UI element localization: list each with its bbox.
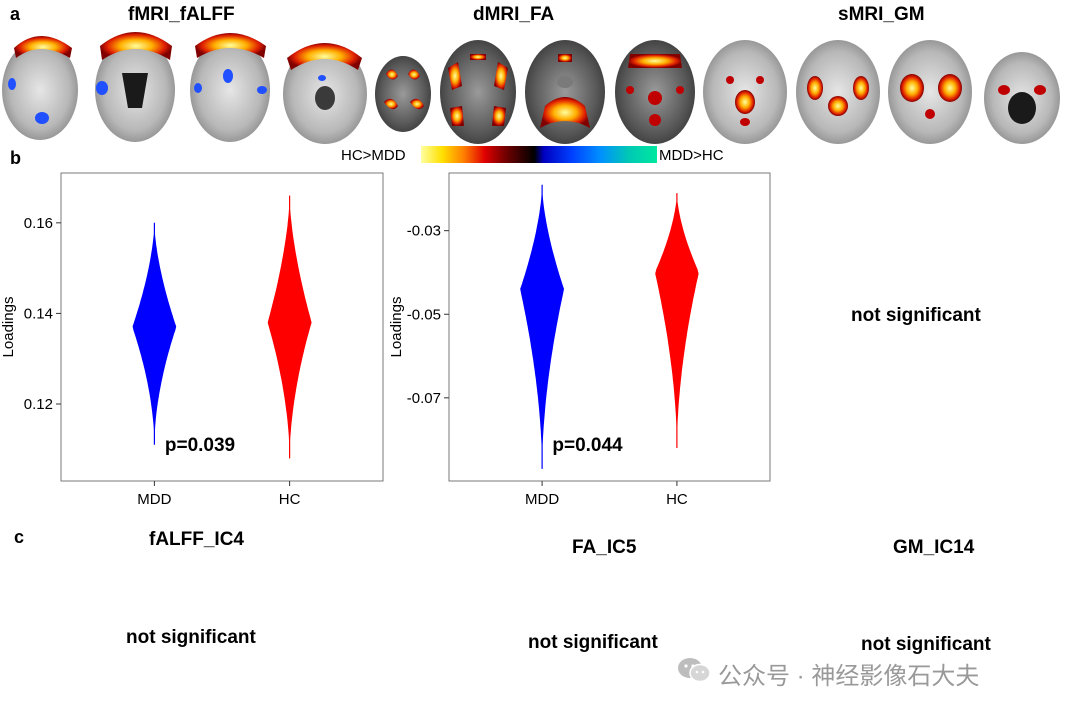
component-title-gm-ic14: GM_IC14	[893, 537, 975, 558]
smri-slice-3	[888, 40, 972, 144]
violin-chart-falff: 0.12 0.14 0.16 Loadings MDD HC p=0.039	[0, 172, 384, 508]
smri-slice-1	[703, 40, 787, 144]
x-tick-label: MDD	[137, 491, 171, 508]
component-result-fa-ic5: not significant	[528, 632, 658, 653]
violin-hc	[655, 193, 699, 448]
watermark-text: 公众号 · 神经影像石大夫	[718, 663, 980, 690]
fmri-slice-4	[283, 43, 367, 144]
component-result-falff-ic4: not significant	[126, 627, 256, 648]
plot-frame	[448, 172, 771, 482]
y-axis-label: Loadings	[0, 297, 17, 358]
violin-mdd	[132, 222, 177, 445]
brain-slices-strip	[2, 32, 1060, 144]
fmri-slice-1	[2, 36, 78, 140]
modality-title-fmri: fMRI_fALFF	[128, 4, 235, 25]
component-title-fa-ic5: FA_IC5	[572, 537, 637, 558]
panel-b-gm-not-significant: not significant	[851, 305, 981, 326]
y-tick-label: -0.05	[407, 306, 441, 323]
violin-hc	[267, 195, 312, 459]
colorbar-right-label: MDD>HC	[659, 147, 724, 164]
dmri-slice-1	[375, 56, 431, 132]
modality-title-dmri: dMRI_FA	[473, 4, 555, 25]
colorbar-left-label: HC>MDD	[341, 147, 406, 164]
panel-c-letter: c	[14, 527, 25, 547]
fmri-slice-2	[95, 32, 175, 142]
component-title-falff-ic4: fALFF_IC4	[149, 529, 244, 550]
y-tick-label: -0.07	[407, 390, 441, 407]
fmri-slice-3	[190, 33, 270, 142]
dmri-slice-2	[440, 40, 516, 144]
y-tick-label: -0.03	[407, 223, 441, 240]
violin-mdd	[520, 184, 564, 469]
p-value-annotation: p=0.039	[165, 435, 235, 456]
x-tick-label: HC	[666, 491, 688, 508]
dmri-slice-3	[525, 40, 605, 144]
smri-slice-2	[796, 40, 880, 144]
y-tick-label: 0.16	[24, 215, 53, 232]
dmri-slice-4	[615, 40, 695, 144]
panel-b-letter: b	[10, 148, 21, 168]
smri-slice-4	[984, 52, 1060, 144]
plot-frame	[60, 172, 384, 482]
y-tick-label: 0.14	[24, 305, 53, 322]
violin-chart-fa: -0.07 -0.05 -0.03 Loadings MDD HC p=0.044	[388, 172, 771, 508]
modality-title-smri: sMRI_GM	[838, 4, 925, 25]
component-result-gm-ic14: not significant	[861, 634, 991, 655]
p-value-annotation: p=0.044	[552, 435, 623, 456]
x-tick-label: MDD	[525, 491, 559, 508]
y-tick-label: 0.12	[24, 396, 53, 413]
x-tick-label: HC	[279, 491, 301, 508]
y-axis-label: Loadings	[388, 297, 405, 358]
wechat-logo-icon	[678, 658, 711, 683]
colorbar	[421, 146, 657, 163]
panel-a-letter: a	[10, 4, 21, 24]
